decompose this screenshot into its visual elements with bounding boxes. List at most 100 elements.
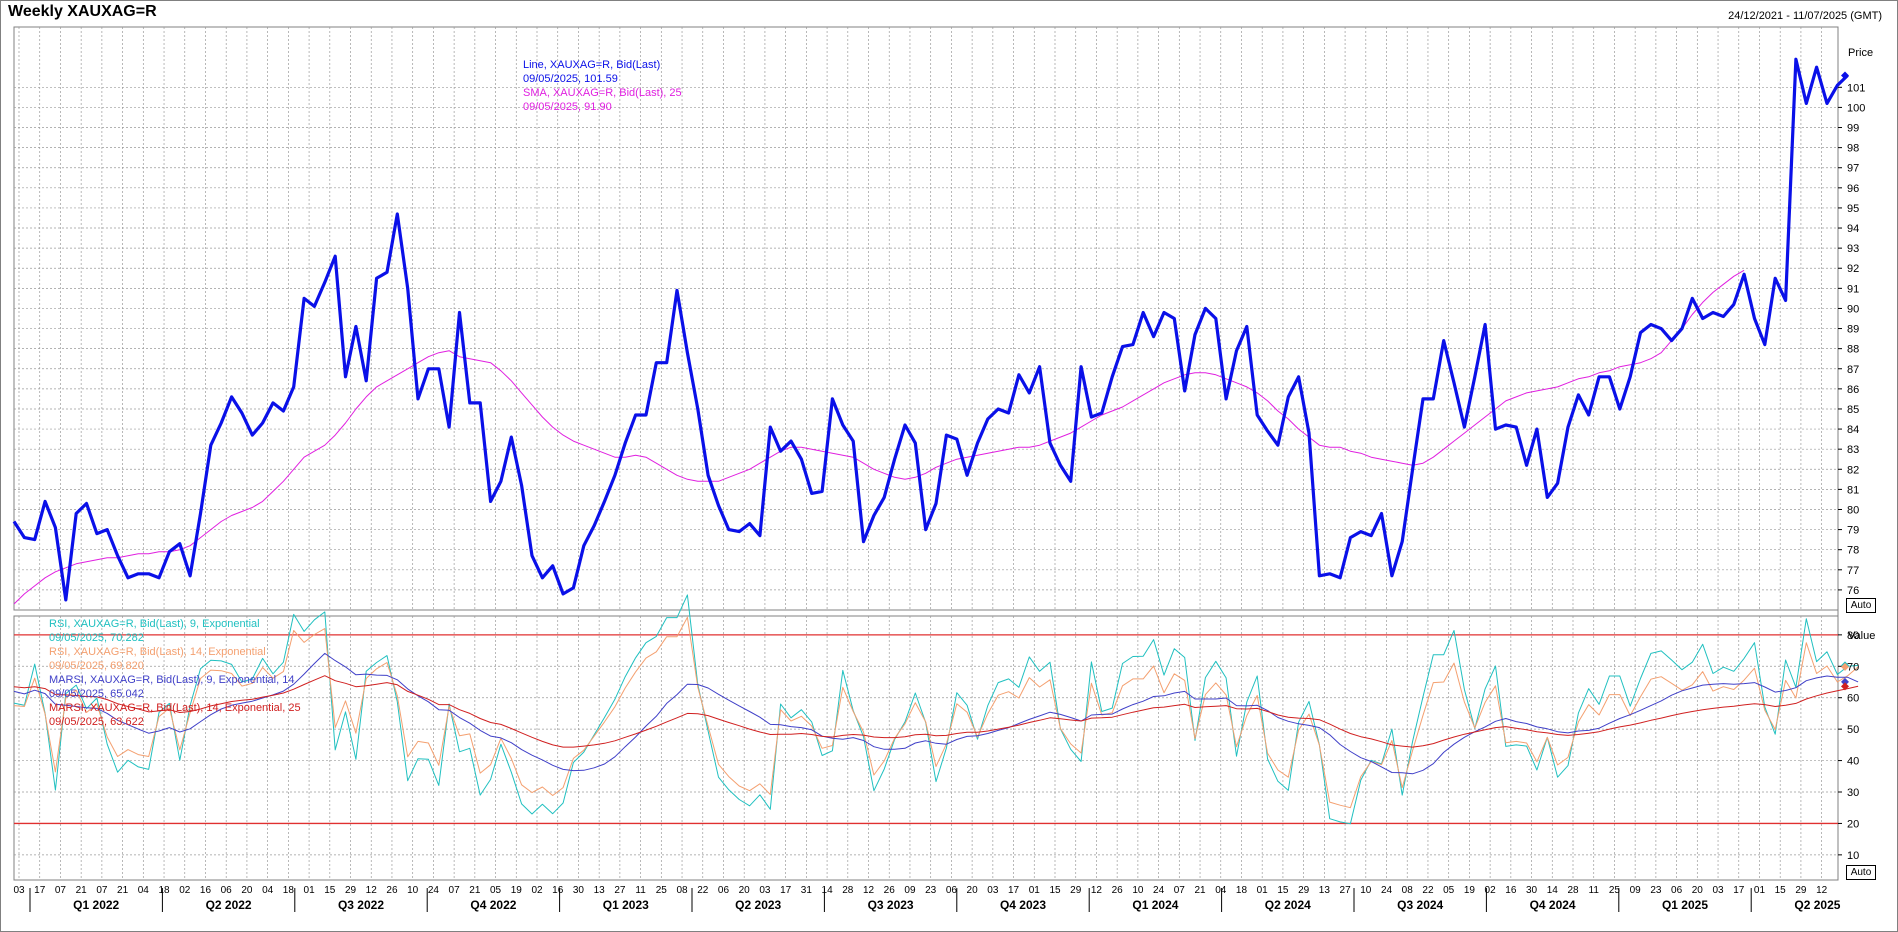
- week-label: 03: [759, 885, 771, 896]
- legend-entry: 09/05/2025, 63.622: [49, 716, 144, 728]
- quarter-label: Q2 2022: [206, 898, 252, 912]
- week-label: 19: [1464, 885, 1476, 896]
- week-label: 16: [200, 885, 212, 896]
- week-label: 12: [366, 885, 378, 896]
- week-label: 25: [1609, 885, 1621, 896]
- week-label: 13: [594, 885, 606, 896]
- price-tick-label: 94: [1847, 223, 1859, 235]
- price-tick-label: 98: [1847, 143, 1859, 155]
- week-label: 11: [635, 885, 646, 896]
- price-tick-label: 88: [1847, 344, 1859, 356]
- week-label: 13: [1319, 885, 1331, 896]
- week-label: 04: [262, 885, 274, 896]
- price-tick-label: 99: [1847, 123, 1859, 135]
- week-label: 30: [1526, 885, 1538, 896]
- chart-title: Weekly XAUXAG=R: [8, 3, 157, 20]
- price-tick-label: 87: [1847, 364, 1859, 376]
- quarter-label: Q2 2025: [1794, 898, 1840, 912]
- week-label: 07: [449, 885, 461, 896]
- week-label: 15: [1277, 885, 1289, 896]
- week-label: 15: [324, 885, 336, 896]
- price-tick-label: 90: [1847, 303, 1859, 315]
- price-last-marker: [1841, 71, 1849, 80]
- quarter-label: Q1 2023: [603, 898, 649, 912]
- quarter-label: Q4 2022: [470, 898, 516, 912]
- week-label: 11: [1589, 885, 1600, 896]
- week-label: 26: [386, 885, 398, 896]
- price-tick-label: 89: [1847, 324, 1859, 336]
- legend-entry: MARSI, XAUXAG=R, Bid(Last), 14, Exponent…: [49, 702, 301, 714]
- week-label: 18: [1236, 885, 1248, 896]
- price-tick-label: 92: [1847, 263, 1859, 275]
- price-tick-label: 84: [1847, 424, 1859, 436]
- week-label: 19: [511, 885, 523, 896]
- price-tick-label: 93: [1847, 243, 1859, 255]
- week-label: 01: [1257, 885, 1269, 896]
- week-label: 07: [55, 885, 67, 896]
- week-label: 02: [1485, 885, 1497, 896]
- week-label: 10: [1360, 885, 1372, 896]
- week-label: 02: [179, 885, 191, 896]
- rsi14-line-marker: [1841, 662, 1849, 671]
- week-label: 25: [656, 885, 668, 896]
- price-tick-label: 100: [1847, 102, 1865, 114]
- price-panel-frame: [13, 26, 1839, 611]
- week-label: 29: [1298, 885, 1310, 896]
- quarter-label: Q1 2024: [1132, 898, 1178, 912]
- week-label: 03: [987, 885, 999, 896]
- chart-series: [12, 57, 1859, 825]
- price-tick-label: 79: [1847, 525, 1859, 537]
- value-auto-scale-button[interactable]: Auto: [1846, 865, 1876, 880]
- price-line: [12, 57, 1849, 602]
- week-label: 09: [1630, 885, 1642, 896]
- price-tick-label: 91: [1847, 283, 1859, 295]
- value-axis-title: Value: [1848, 630, 1876, 642]
- week-label: 28: [1567, 885, 1579, 896]
- week-label: 06: [221, 885, 233, 896]
- quarter-label: Q2 2024: [1265, 898, 1311, 912]
- week-label: 31: [801, 885, 813, 896]
- week-label: 18: [158, 885, 170, 896]
- quarter-label: Q4 2024: [1530, 898, 1576, 912]
- price-axis-title: Price: [1848, 47, 1874, 59]
- week-label: 06: [946, 885, 958, 896]
- price-tick-label: 78: [1847, 545, 1859, 557]
- week-label: 03: [13, 885, 25, 896]
- price-tick-label: 81: [1847, 484, 1859, 496]
- price-tick-label: 95: [1847, 203, 1859, 215]
- price-tick-label: 97: [1847, 163, 1859, 175]
- value-tick-label: 40: [1847, 756, 1859, 768]
- price-tick-label: 86: [1847, 384, 1859, 396]
- marsi9-line: [13, 652, 1859, 775]
- legend-entry: 09/05/2025, 101.59: [523, 73, 618, 85]
- quarter-label: Q3 2023: [868, 898, 914, 912]
- marsi9-line-marker: [1841, 677, 1849, 686]
- quarter-label: Q4 2023: [1000, 898, 1046, 912]
- value-tick-label: 60: [1847, 693, 1859, 705]
- week-label: 24: [428, 885, 440, 896]
- week-label: 30: [573, 885, 585, 896]
- week-label: 09: [904, 885, 916, 896]
- legend-entry: SMA, XAUXAG=R, Bid(Last), 25: [523, 87, 682, 99]
- chart-grid: [14, 27, 1838, 880]
- week-label: 01: [1754, 885, 1766, 896]
- price-auto-scale-button[interactable]: Auto: [1846, 598, 1876, 613]
- legend-entry: RSI, XAUXAG=R, Bid(Last), 14, Exponentia…: [49, 646, 266, 658]
- week-label: 04: [1215, 885, 1227, 896]
- week-label: 29: [1795, 885, 1807, 896]
- week-label: 15: [1775, 885, 1787, 896]
- week-label: 17: [1733, 885, 1745, 896]
- quarter-label: Q1 2025: [1662, 898, 1708, 912]
- week-label: 10: [1132, 885, 1144, 896]
- week-label: 17: [1008, 885, 1020, 896]
- week-label: 05: [490, 885, 502, 896]
- week-label: 29: [1070, 885, 1082, 896]
- marsi14-line: [13, 675, 1859, 748]
- week-label: 16: [1505, 885, 1517, 896]
- week-label: 21: [1194, 885, 1206, 896]
- value-tick-label: 70: [1847, 661, 1859, 673]
- week-label: 03: [1712, 885, 1724, 896]
- week-label: 21: [469, 885, 481, 896]
- marsi14-line-marker: [1841, 682, 1849, 691]
